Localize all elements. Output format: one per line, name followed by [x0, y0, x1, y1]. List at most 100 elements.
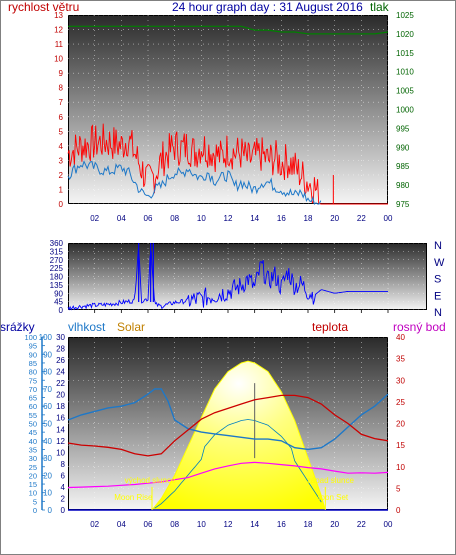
climate-x-tick-label: 10 — [197, 520, 206, 529]
rain-tick-label: 70 — [29, 385, 37, 394]
temperature-tick-label: 20 — [396, 420, 405, 429]
solar-axis-title: Solar — [117, 320, 146, 334]
solar-tick-label: 6 — [61, 471, 66, 480]
wind-line — [67, 123, 388, 205]
wind-x-tick-label: 12 — [224, 214, 233, 223]
humidity-tick-label: 10 — [43, 489, 52, 498]
solar-tick-label: 28 — [56, 345, 65, 354]
solar-tick-label: 4 — [61, 483, 66, 492]
wind-tick-label: 5 — [59, 127, 64, 136]
rain-tick-label: 65 — [29, 394, 37, 403]
solar-tick-label: 24 — [56, 368, 65, 377]
solar-tick-label: 22 — [56, 379, 65, 388]
wind-tick-label: 1 — [59, 185, 64, 194]
wind-tick-label: 8 — [59, 84, 64, 93]
rain-tick-label: 95 — [29, 342, 37, 351]
rain-tick-label: 30 — [29, 454, 37, 463]
temperature-tick-label: 25 — [396, 398, 405, 407]
wind-tick-label: 0 — [59, 200, 64, 209]
climate-x-tick-label: 16 — [277, 520, 286, 529]
wind-tick-label: 11 — [55, 40, 64, 49]
wind-tick-label: 2 — [59, 171, 64, 180]
direction-tick-label: 0 — [59, 306, 64, 315]
pressure-tick-label: 1015 — [396, 49, 414, 58]
climate-x-tick-label: 02 — [90, 520, 99, 529]
rain-tick-label: 5 — [33, 497, 37, 506]
rain-tick-label: 40 — [29, 437, 37, 446]
sunset-label: západ slunce — [307, 476, 355, 485]
solar-tick-label: 30 — [56, 333, 65, 342]
rain-tick-label: 75 — [29, 376, 37, 385]
pressure-axis-title: tlak — [370, 0, 389, 14]
wind-x-tick-label: 00 — [384, 214, 393, 223]
compass-label: W — [434, 257, 445, 269]
temperature-tick-label: 15 — [396, 441, 405, 450]
rain-tick-label: 0 — [33, 506, 37, 515]
humidity-tick-label: 80 — [43, 368, 52, 377]
solar-tick-label: 0 — [61, 506, 66, 515]
wind-x-tick-label: 16 — [277, 214, 286, 223]
solar-area — [150, 360, 326, 511]
wind-tick-label: 10 — [54, 55, 63, 64]
wind-x-tick-label: 06 — [144, 214, 153, 223]
rain-tick-label: 25 — [29, 463, 37, 472]
wind-x-tick-label: 14 — [250, 214, 259, 223]
pressure-tick-label: 1000 — [396, 106, 414, 115]
compass-label: N — [434, 240, 442, 252]
rain-tick-label: 15 — [29, 480, 37, 489]
wind-x-tick-label: 22 — [357, 214, 366, 223]
temperature-tick-label: 35 — [396, 355, 405, 364]
rain-tick-label: 35 — [29, 445, 37, 454]
rain-tick-label: 85 — [29, 359, 37, 368]
climate-x-tick-label: 14 — [250, 520, 259, 529]
solar-tick-label: 16 — [56, 414, 65, 423]
pressure-tick-label: 1020 — [396, 30, 414, 39]
page-title: 24 hour graph day : 31 August 2016 — [172, 0, 363, 14]
pressure-tick-label: 1010 — [396, 68, 414, 77]
wind-tick-label: 7 — [59, 98, 64, 107]
direction-line — [67, 248, 388, 311]
rain-tick-label: 55 — [29, 411, 37, 420]
humidity-line — [67, 388, 389, 451]
wind-tick-label: 12 — [54, 26, 63, 35]
humidity-tick-label: 40 — [43, 437, 52, 446]
humidity-tick-label: 90 — [43, 350, 52, 359]
humidity-tick-label: 30 — [43, 454, 52, 463]
climate-x-tick-label: 20 — [330, 520, 339, 529]
humidity-tick-label: 70 — [43, 385, 52, 394]
wind-x-tick-label: 08 — [170, 214, 179, 223]
wind-tick-label: 3 — [59, 156, 64, 165]
climate-x-tick-label: 04 — [117, 520, 126, 529]
rain-tick-label: 50 — [29, 420, 37, 429]
rain-tick-label: 20 — [29, 471, 37, 480]
climate-x-tick-label: 00 — [384, 520, 393, 529]
direction-tick-label: 315 — [50, 247, 64, 256]
dewpoint-line — [67, 461, 389, 489]
humidity-tick-label: 20 — [43, 471, 52, 480]
solar-tick-label: 8 — [61, 460, 66, 469]
climate-x-tick-label: 08 — [170, 520, 179, 529]
climate-x-tick-label: 18 — [304, 520, 313, 529]
temperature-tick-label: 10 — [396, 463, 405, 472]
solar-tick-label: 20 — [56, 391, 65, 400]
rain-tick-label: 60 — [29, 402, 37, 411]
temperature-tick-label: 40 — [396, 333, 405, 342]
temperature-tick-label: 5 — [396, 484, 401, 493]
wind-x-tick-label: 10 — [197, 214, 206, 223]
solar-tick-label: 10 — [56, 448, 65, 457]
pressure-tick-label: 990 — [396, 143, 410, 152]
climate-x-tick-label: 22 — [357, 520, 366, 529]
rain-tick-label: 10 — [29, 489, 37, 498]
wind-tick-label: 13 — [54, 11, 63, 20]
rain-tick-label: 100 — [24, 333, 37, 342]
humidity-tick-label: 0 — [48, 506, 53, 515]
solar-tick-label: 18 — [56, 402, 65, 411]
direction-tick-label: 270 — [50, 256, 64, 265]
solar-tick-label: 12 — [56, 437, 65, 446]
direction-tick-label: 180 — [50, 273, 64, 282]
pressure-line — [68, 25, 389, 35]
rain-tick-label: 90 — [29, 350, 37, 359]
rain-tick-label: 45 — [29, 428, 37, 437]
